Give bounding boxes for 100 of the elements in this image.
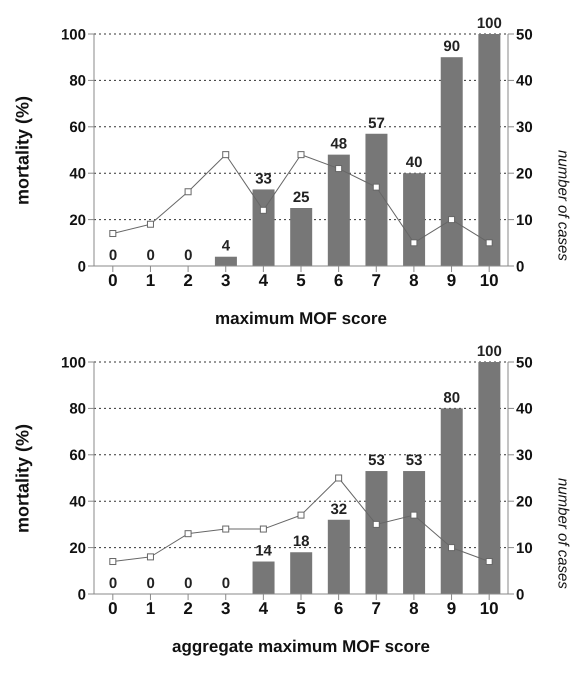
y-tick-label: 60 (69, 447, 86, 464)
data-label: 14 (255, 542, 273, 560)
y-tick-label: 100 (60, 354, 86, 372)
y-tick-label: 60 (69, 119, 86, 136)
data-label: 0 (184, 575, 192, 592)
data-label: 0 (108, 575, 118, 592)
x-tick-label: 4 (258, 599, 269, 618)
x-tick-label: 5 (296, 599, 306, 618)
data-label: 25 (292, 189, 310, 206)
data-label: 0 (108, 247, 118, 264)
data-label: 80 (443, 389, 460, 406)
data-label: 53 (406, 452, 422, 470)
bar (328, 520, 350, 594)
y2-tick-label: 30 (516, 119, 533, 136)
x-tick-label: 10 (480, 599, 499, 618)
point (222, 151, 230, 158)
point (109, 230, 116, 238)
point (335, 474, 342, 482)
point (486, 558, 493, 566)
point (372, 184, 380, 191)
bar (440, 408, 463, 594)
x-tick-label: 0 (108, 599, 118, 618)
data-label: 32 (330, 500, 348, 518)
data-label: 4 (222, 238, 231, 255)
data-label: 0 (146, 575, 155, 592)
x-tick-label: 0 (108, 271, 118, 290)
y2-axis-title: number of cases (554, 478, 572, 590)
bar (403, 471, 426, 594)
bar (328, 154, 350, 266)
x-tick-label: 4 (258, 271, 269, 290)
x-tick-label: 9 (446, 599, 456, 618)
point (486, 239, 493, 246)
bar (440, 57, 463, 266)
y2-tick-label: 40 (516, 72, 533, 90)
data-label: 100 (476, 343, 502, 360)
y2-tick-label: 50 (516, 354, 533, 372)
y2-tick-label: 50 (516, 26, 533, 44)
x-tick-label: 2 (183, 271, 193, 290)
point (260, 526, 267, 533)
y2-tick-label: 10 (516, 540, 533, 557)
x-tick-label: 8 (409, 599, 419, 618)
y-tick-label: 0 (78, 586, 86, 604)
x-axis-title: maximum MOF score (215, 309, 387, 328)
x-tick-label: 7 (372, 271, 382, 290)
point (410, 239, 418, 246)
y2-tick-label: 30 (516, 447, 533, 464)
bar (403, 173, 426, 266)
y2-tick-label: 0 (516, 586, 524, 604)
x-tick-label: 3 (220, 271, 230, 290)
y2-tick-label: 0 (516, 258, 524, 276)
y2-axis-title: number of cases (554, 150, 572, 262)
y-axis-title: mortality (%) (12, 96, 32, 205)
data-label: 0 (184, 247, 192, 264)
point (372, 520, 380, 528)
y-tick-label: 80 (69, 400, 86, 418)
y2-tick-label: 10 (516, 212, 533, 229)
x-tick-label: 2 (183, 599, 193, 618)
y-tick-label: 100 (60, 26, 86, 44)
point (448, 544, 456, 552)
point (298, 151, 304, 158)
x-tick-label: 6 (334, 599, 344, 618)
point (222, 526, 230, 533)
data-label: 100 (476, 15, 502, 32)
x-tick-label: 8 (409, 271, 419, 290)
data-label: 0 (146, 247, 155, 264)
y2-tick-label: 20 (516, 166, 533, 183)
x-tick-label: 5 (296, 271, 306, 290)
bar (252, 189, 275, 266)
point (146, 220, 154, 228)
y2-tick-label: 20 (516, 494, 533, 511)
point (260, 206, 267, 214)
bar (252, 562, 275, 594)
data-label: 0 (222, 575, 230, 592)
x-tick-label: 3 (220, 599, 230, 618)
bar (290, 552, 312, 594)
point (146, 553, 154, 560)
bar (290, 208, 312, 266)
y-tick-label: 0 (78, 258, 86, 276)
bar (478, 34, 500, 266)
data-label: 53 (368, 452, 385, 470)
y-tick-label: 40 (69, 166, 86, 183)
bar (365, 134, 388, 266)
y2-tick-label: 40 (516, 400, 533, 418)
data-label: 33 (255, 170, 272, 188)
x-axis-title: aggregate maximum MOF score (172, 637, 430, 656)
y-tick-label: 80 (69, 72, 86, 90)
x-tick-label: 1 (146, 599, 156, 618)
point (109, 558, 116, 566)
x-tick-label: 10 (480, 271, 499, 290)
data-label: 40 (406, 154, 422, 172)
x-tick-label: 7 (372, 599, 382, 618)
point (410, 512, 418, 519)
point (335, 165, 342, 172)
point (298, 512, 304, 519)
y-tick-label: 20 (69, 212, 86, 229)
data-label: 48 (330, 136, 348, 153)
x-tick-label: 9 (446, 271, 456, 290)
data-label: 57 (368, 114, 385, 132)
y-tick-label: 40 (69, 494, 86, 511)
x-tick-label: 1 (146, 271, 156, 290)
